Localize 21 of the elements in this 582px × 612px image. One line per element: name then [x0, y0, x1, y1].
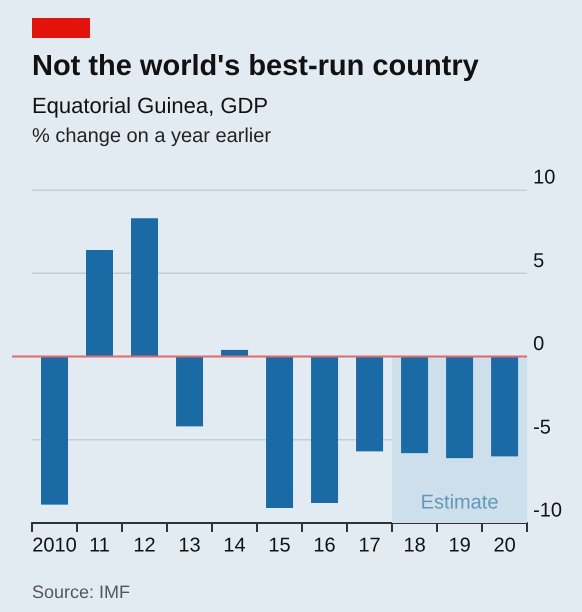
chart-subtitle: Equatorial Guinea, GDP — [32, 93, 268, 119]
x-tick-label: 19 — [448, 534, 471, 557]
x-tick-label: 20 — [493, 534, 516, 557]
source-note: Source: IMF — [32, 582, 130, 603]
x-tick-label: 16 — [313, 534, 336, 557]
y-axis-title: % change on a year earlier — [32, 125, 272, 148]
x-tick-label: 15 — [268, 534, 291, 557]
y-tick-label: -10 — [533, 500, 562, 522]
x-tick-label: 18 — [403, 534, 426, 557]
x-tick-label: 2010 — [32, 534, 77, 557]
y-tick-label: -5 — [533, 416, 551, 438]
y-tick-label: 5 — [533, 250, 544, 272]
x-tick-label: 17 — [358, 534, 381, 557]
x-tick-label: 11 — [89, 534, 110, 557]
y-tick-label: 0 — [533, 333, 544, 356]
chart-title: Not the world's best-run country — [32, 50, 479, 83]
x-tick-label: 14 — [223, 534, 246, 557]
band-label: Estimate — [420, 492, 498, 514]
y-tick-label: 10 — [533, 166, 556, 189]
x-tick-label: 13 — [178, 534, 201, 557]
x-tick-label: 12 — [133, 534, 156, 557]
